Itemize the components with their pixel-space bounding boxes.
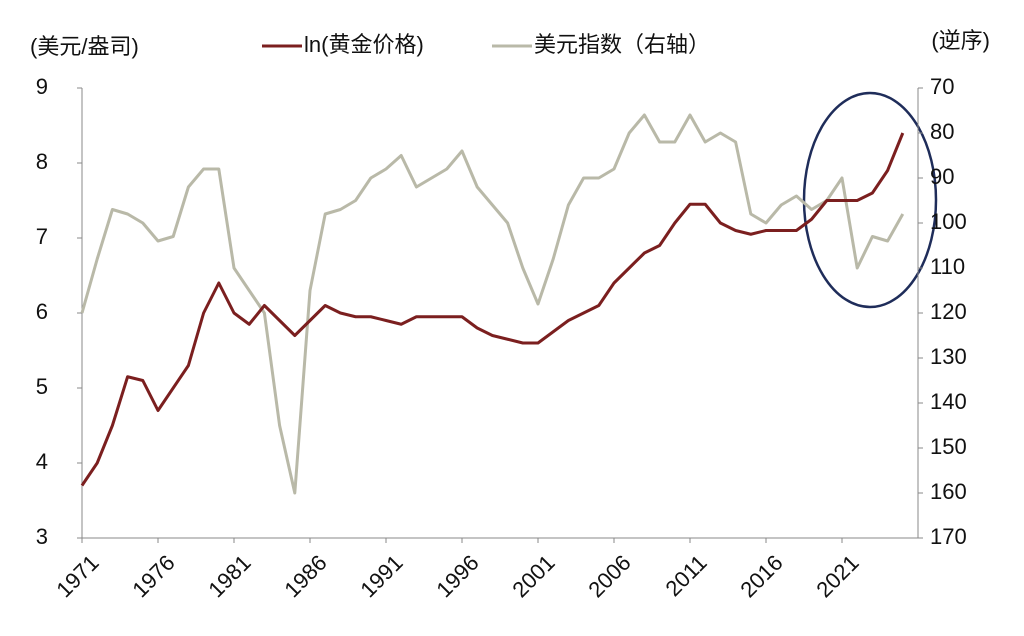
y2-tick-label: 170 [930, 524, 967, 549]
y2-tick-label: 90 [930, 164, 954, 189]
x-tick-label: 1996 [431, 550, 483, 602]
y2-tick-label: 100 [930, 209, 967, 234]
x-tick-label: 1976 [127, 550, 179, 602]
y2-tick-label: 70 [930, 74, 954, 99]
x-tick-label: 2011 [661, 550, 712, 601]
legend-label: 美元指数（右轴） [534, 32, 710, 57]
y2-tick-label: 130 [930, 344, 967, 369]
y-tick-label: 7 [36, 224, 48, 249]
legend-label: ln(黄金价格) [304, 32, 424, 57]
y2-axis-label: (逆序) [931, 28, 990, 53]
y-tick-label: 8 [36, 149, 48, 174]
x-tick-label: 2021 [811, 550, 863, 602]
highlight-ellipse [802, 91, 938, 309]
x-tick-label: 2016 [735, 550, 787, 602]
series-line [80, 132, 905, 487]
x-tick-label: 2001 [507, 550, 559, 602]
x-tick-label: 1986 [279, 550, 331, 602]
series-line [80, 113, 905, 495]
y-tick-label: 9 [36, 74, 48, 99]
x-tick-label: 1991 [355, 550, 407, 602]
y2-tick-label: 80 [930, 119, 954, 144]
y2-tick-label: 150 [930, 434, 967, 459]
x-tick-label: 1981 [203, 550, 255, 602]
x-tick-label: 2006 [583, 550, 635, 602]
y-tick-label: 5 [36, 374, 48, 399]
y-tick-label: 6 [36, 299, 48, 324]
y2-tick-label: 120 [930, 299, 967, 324]
y-tick-label: 3 [36, 524, 48, 549]
y2-tick-label: 160 [930, 479, 967, 504]
y2-tick-label: 110 [930, 254, 965, 279]
y-axis-label: (美元/盎司) [30, 34, 139, 59]
y-tick-label: 4 [36, 449, 48, 474]
y2-tick-label: 140 [930, 389, 967, 414]
x-tick-label: 1971 [51, 550, 103, 602]
